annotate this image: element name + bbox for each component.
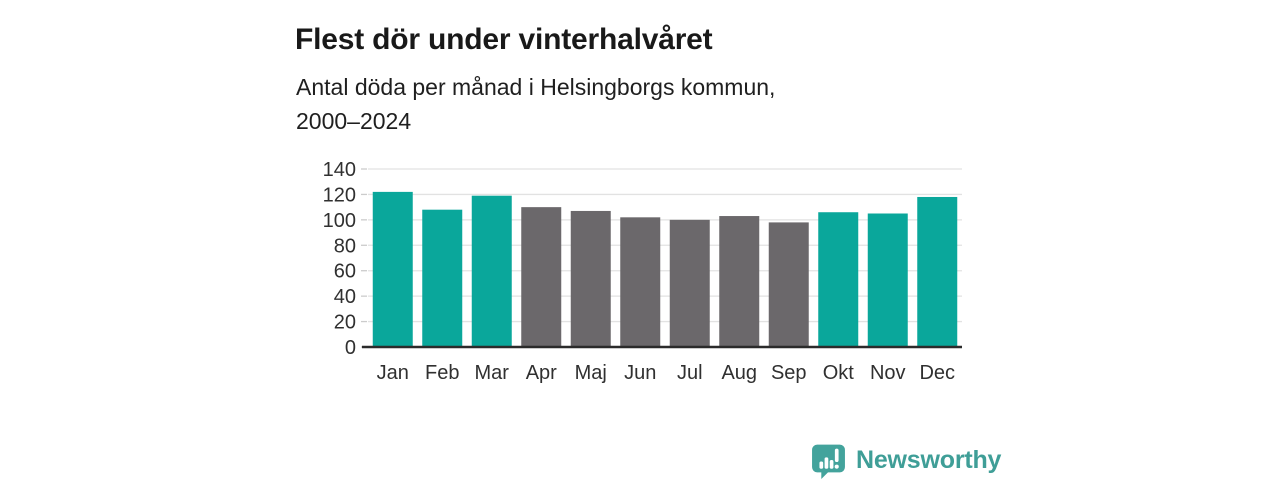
chart-subtitle-line2: 2000–2024 xyxy=(296,108,412,134)
bar-chart-svg: 0 20 40 60 80 100 120 140 Jan Feb Mar Apr Maj Jun Jul A… xyxy=(323,159,962,384)
chart-subtitle: Antal döda per månad i Helsingborgs komm… xyxy=(296,70,775,138)
bar-jun xyxy=(620,217,661,347)
x-axis-label-dec: Dec xyxy=(919,362,955,384)
y-axis-label-20: 20 xyxy=(334,312,356,334)
x-axis-label-jul: Jul xyxy=(677,362,703,384)
y-axis-label-140: 140 xyxy=(323,159,356,181)
brand-name: Newsworthy xyxy=(856,446,1002,474)
chart-title: Flest dör under vinterhalvåret xyxy=(295,23,713,57)
bar-glyph-3 xyxy=(829,459,834,469)
bar-nov xyxy=(867,213,908,347)
bar-glyph-2 xyxy=(824,457,829,469)
y-axis-label-0: 0 xyxy=(345,337,356,359)
x-axis-label-mar: Mar xyxy=(475,362,510,384)
bar-dec xyxy=(917,196,958,347)
bar-okt xyxy=(818,212,859,347)
x-axis-label-jan: Jan xyxy=(377,362,409,384)
y-axis-label-60: 60 xyxy=(334,261,356,283)
chart-subtitle-line1: Antal döda per månad i Helsingborgs komm… xyxy=(296,74,776,100)
x-axis-label-apr: Apr xyxy=(526,362,557,384)
speech-bubble-shape xyxy=(812,444,845,479)
bar-jul xyxy=(669,219,710,347)
bar-apr xyxy=(521,207,562,347)
bar-jan xyxy=(372,191,413,347)
x-axis-label-maj: Maj xyxy=(575,362,607,384)
y-axis-label-100: 100 xyxy=(323,210,356,232)
x-axis-label-sep: Sep xyxy=(771,362,807,384)
bar-mar xyxy=(471,195,512,347)
x-axis-label-jun: Jun xyxy=(624,362,656,384)
newsworthy-logo[interactable]: Newsworthy xyxy=(810,442,1001,479)
bar-aug xyxy=(719,216,760,347)
x-axis-label-feb: Feb xyxy=(425,362,459,384)
y-axis-label-40: 40 xyxy=(334,286,356,308)
bar-maj xyxy=(570,210,611,347)
bar-sep xyxy=(768,222,809,347)
newsworthy-bubble-chart-icon xyxy=(812,444,845,479)
x-axis-label-okt: Okt xyxy=(823,362,855,384)
bar-glyph-1 xyxy=(819,461,824,469)
y-axis-label-80: 80 xyxy=(334,235,356,257)
x-axis-label-aug: Aug xyxy=(721,362,757,384)
exclamation-dot-glyph xyxy=(834,464,839,469)
bar-feb xyxy=(422,209,463,347)
y-axis-label-120: 120 xyxy=(323,184,356,206)
exclamation-bar-glyph xyxy=(834,448,839,463)
x-axis-label-nov: Nov xyxy=(870,362,906,384)
